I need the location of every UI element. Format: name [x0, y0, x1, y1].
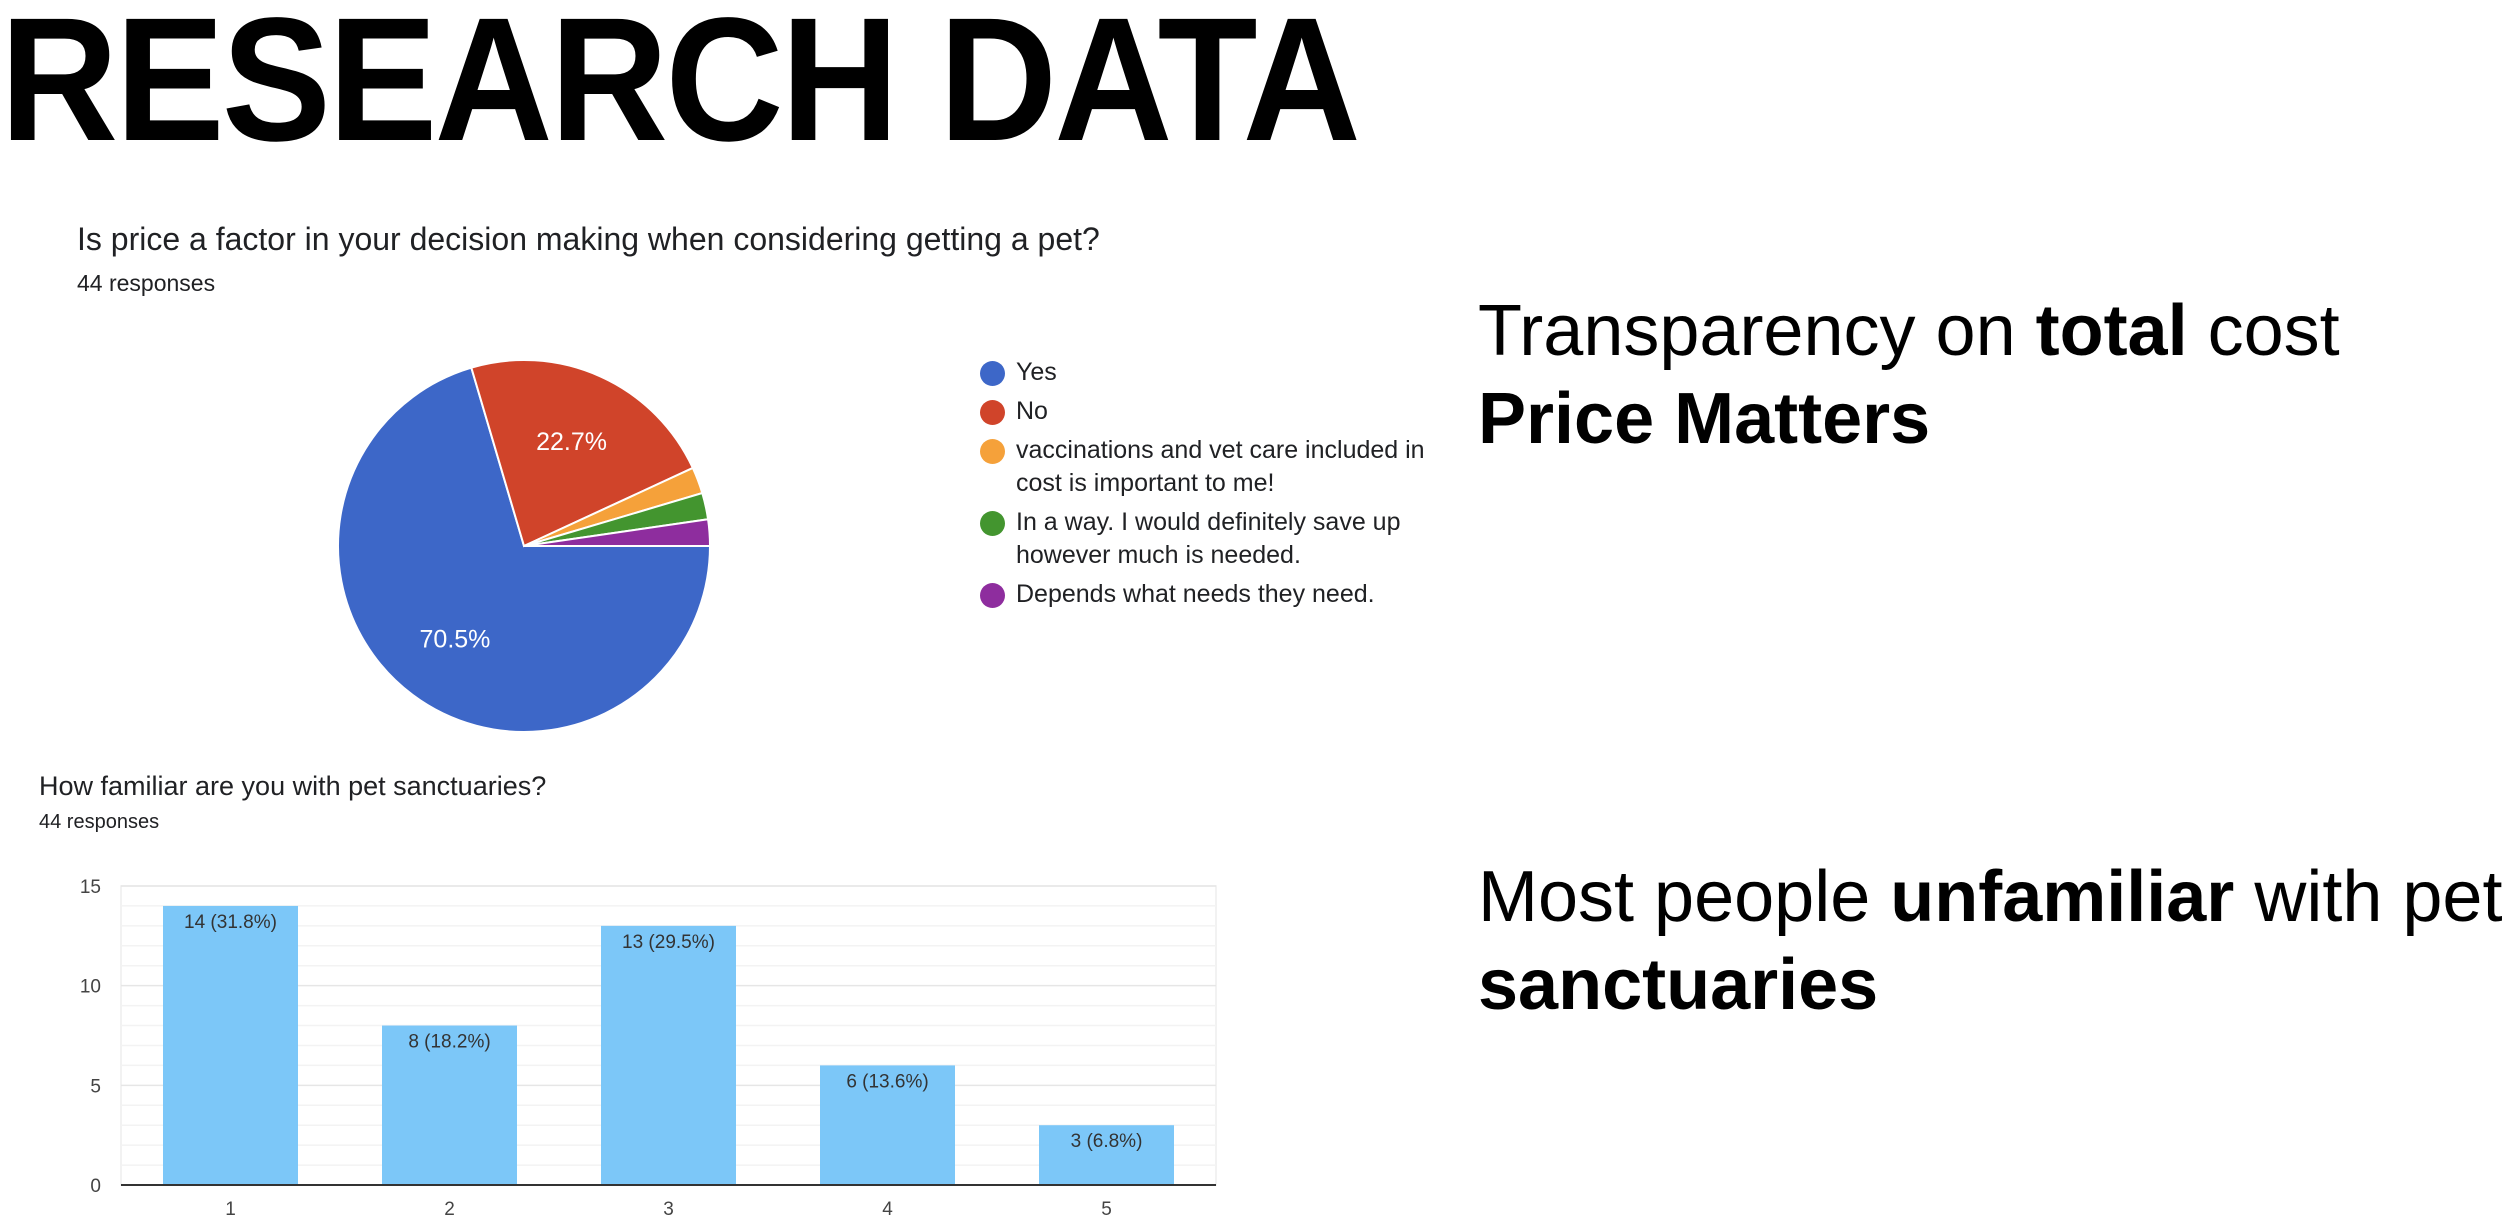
- pie-slice-label-1: 70.5%: [420, 625, 491, 653]
- bar-data-label: 8 (18.2%): [408, 1032, 490, 1053]
- price-callout: Transparency on total cost Price Matters: [1478, 287, 2340, 463]
- legend-item-depends[interactable]: Depends what needs they need.: [980, 578, 1450, 611]
- legend-label-in-a-way: In a way. I would definitely save up how…: [1016, 508, 1401, 569]
- page-title: RESEARCH DATA: [0, 0, 1361, 178]
- bar-data-label: 6 (13.6%): [846, 1071, 928, 1092]
- y-tick-label: 0: [90, 1176, 101, 1197]
- pie-chart-title: Is price a factor in your decision makin…: [77, 221, 1100, 257]
- legend-label-no: No: [1016, 397, 1048, 425]
- bar-chart-title: How familiar are you with pet sanctuarie…: [39, 771, 547, 801]
- x-tick-label: 4: [882, 1199, 893, 1220]
- pie-slice-label-2: 22.7%: [536, 428, 607, 456]
- pie-chart: 70.5% 22.7%: [337, 359, 712, 733]
- bar-4[interactable]: [820, 1065, 955, 1185]
- legend-swatch-no: [980, 400, 1005, 425]
- pie-slice-1[interactable]: [337, 366, 712, 733]
- x-tick-label: 3: [663, 1199, 674, 1220]
- legend-swatch-depends: [980, 583, 1005, 608]
- y-tick-label: 5: [90, 1076, 101, 1097]
- legend-item-yes[interactable]: Yes: [980, 356, 1450, 389]
- familiarity-callout-line1: Most people unfamiliar with pet: [1478, 857, 2503, 937]
- legend-label-yes: Yes: [1016, 358, 1057, 386]
- bar-data-label: 3 (6.8%): [1071, 1131, 1143, 1152]
- legend-item-vaccinations[interactable]: vaccinations and vet care included in co…: [980, 434, 1450, 500]
- familiarity-callout-line2: sanctuaries: [1478, 945, 1879, 1025]
- x-tick-label: 5: [1101, 1199, 1112, 1220]
- pie-slice-2[interactable]: [470, 359, 695, 548]
- pie-slice-5[interactable]: [523, 518, 712, 547]
- bar-3[interactable]: [601, 925, 736, 1185]
- pie-legend: Yes No vaccinations and vet care include…: [980, 356, 1450, 617]
- bar-2[interactable]: [382, 1025, 517, 1185]
- pie-chart-subtitle: 44 responses: [77, 270, 216, 296]
- y-tick-label: 10: [80, 977, 101, 998]
- bar-chart-subtitle: 44 responses: [39, 811, 160, 833]
- y-tick-label: 15: [80, 877, 101, 898]
- bar-data-label: 14 (31.8%): [184, 912, 277, 933]
- legend-swatch-yes: [980, 361, 1005, 386]
- x-tick-label: 1: [225, 1199, 236, 1220]
- familiarity-callout: Most people unfamiliar with pet sanctuar…: [1478, 853, 2502, 1029]
- legend-label-depends: Depends what needs they need.: [1016, 580, 1375, 608]
- bar-5[interactable]: [1039, 1125, 1174, 1185]
- bar-1[interactable]: [163, 905, 298, 1185]
- price-callout-line1: Transparency on total cost: [1478, 291, 2340, 371]
- x-tick-label: 2: [444, 1199, 455, 1220]
- legend-swatch-in-a-way: [980, 511, 1005, 536]
- bar-data-label: 13 (29.5%): [622, 932, 715, 953]
- legend-swatch-vaccinations: [980, 439, 1005, 464]
- price-callout-line2: Price Matters: [1478, 379, 1931, 459]
- bar-chart: 0 5 10 15 14 (31.8%) 1 8 (18.2%) 2 13 (29.5%) 3 6 …: [80, 877, 1217, 1220]
- legend-item-in-a-way[interactable]: In a way. I would definitely save up how…: [980, 506, 1450, 572]
- legend-label-vaccinations: vaccinations and vet care included in co…: [1016, 436, 1425, 497]
- legend-item-no[interactable]: No: [980, 395, 1450, 428]
